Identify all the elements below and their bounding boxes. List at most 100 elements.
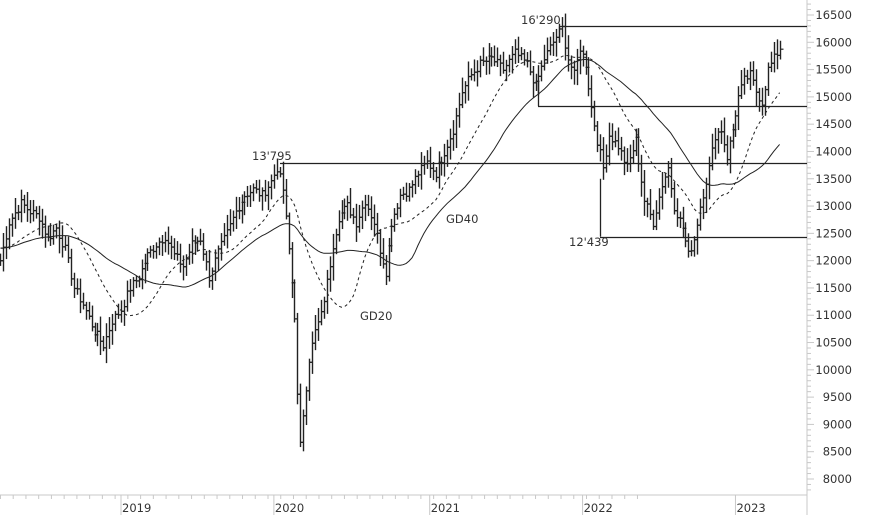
ohlc-bar <box>27 200 34 224</box>
ohlc-bar <box>441 143 448 177</box>
ohlc-bar <box>662 172 669 194</box>
ohlc-bars <box>0 13 784 452</box>
ohlc-bar <box>33 206 40 219</box>
ohlc-bar <box>400 186 407 200</box>
ohlc-bar <box>665 160 672 188</box>
ohlc-bar <box>774 39 781 70</box>
ohlc-bar <box>588 75 595 118</box>
ohlc-bar <box>421 155 428 175</box>
ohlc-bar <box>0 232 7 272</box>
ohlc-bar <box>250 183 257 202</box>
x-tick-label: 2023 <box>736 501 765 515</box>
ohlc-bar <box>671 181 678 215</box>
ohlc-bar <box>377 229 384 267</box>
ohlc-bar <box>641 170 648 216</box>
y-tick-label: 8500 <box>823 445 852 459</box>
ohlc-bar <box>427 146 434 178</box>
ohlc-bar <box>106 317 113 349</box>
y-tick-label: 15500 <box>815 63 852 77</box>
ohlc-bar <box>256 179 263 202</box>
ohlc-bar <box>271 164 278 189</box>
ohlc-bar <box>68 248 75 286</box>
ohlc-bar <box>312 314 319 351</box>
axes: 16500 16000 15500 15000 14500 14000 13500 13000… <box>0 0 852 515</box>
y-tick-label: 9500 <box>823 390 852 404</box>
ohlc-bar <box>212 249 219 281</box>
ohlc-bar <box>618 136 625 161</box>
ohlc-bar <box>309 331 316 374</box>
ohlc-bar <box>653 200 660 231</box>
label-gd20: GD20 <box>360 309 392 323</box>
ohlc-bar <box>450 120 457 151</box>
ohlc-bar <box>506 54 513 73</box>
ohlc-bar <box>268 174 275 200</box>
ohlc-bar <box>153 242 160 259</box>
ohlc-bar <box>277 166 284 178</box>
ohlc-bar <box>474 60 481 87</box>
ohlc-bar <box>574 48 581 86</box>
y-tick-label: 16500 <box>815 8 852 22</box>
ohlc-bar <box>597 134 604 162</box>
ohlc-bar <box>262 179 269 202</box>
ohlc-bar <box>724 135 731 166</box>
ohlc-bar <box>550 32 557 56</box>
ohlc-bar <box>303 386 310 426</box>
ohlc-bar <box>638 154 645 197</box>
ohlc-bar <box>433 166 440 183</box>
ohlc-bar <box>109 313 116 345</box>
ohlc-bar <box>694 218 701 255</box>
ohlc-bar <box>621 146 628 176</box>
y-tick-label: 14000 <box>815 144 852 158</box>
ohlc-bar <box>6 218 13 250</box>
ohlc-bar <box>306 358 313 401</box>
ohlc-bar <box>253 180 260 194</box>
ohlc-bar <box>286 212 293 255</box>
ohlc-bar <box>236 197 243 220</box>
ohlc-bar <box>747 61 754 91</box>
ohlc-bar <box>547 36 554 56</box>
ohlc-bar <box>703 177 710 214</box>
ohlc-bar <box>189 228 196 264</box>
ohlc-bar <box>483 56 490 75</box>
ohlc-bar <box>221 223 228 246</box>
gd40-line <box>0 58 780 288</box>
ohlc-bar <box>480 47 487 67</box>
ohlc-bar <box>541 44 548 71</box>
ohlc-bar <box>477 55 484 78</box>
ohlc-bar <box>230 210 237 232</box>
ohlc-bar <box>465 61 472 101</box>
y-tick-label: 12500 <box>815 226 852 240</box>
ohlc-bar <box>162 231 169 253</box>
ohlc-bar <box>644 197 651 218</box>
ohlc-bar <box>177 243 184 273</box>
ohlc-bar <box>721 117 728 153</box>
ohlc-bar <box>397 188 404 218</box>
ohlc-bar <box>336 210 343 242</box>
ohlc-bar <box>727 136 734 174</box>
ohlc-bar <box>753 69 760 107</box>
ohlc-bar <box>697 198 704 231</box>
ohlc-bar <box>80 292 87 310</box>
ohlc-bar <box>677 211 684 229</box>
ohlc-bar <box>171 238 178 261</box>
ohlc-bar <box>503 59 510 82</box>
ohlc-bar <box>462 81 469 104</box>
x-tick-label: 2021 <box>431 501 460 515</box>
ohlc-bar <box>121 299 128 326</box>
ohlc-bar <box>359 200 366 230</box>
ohlc-bar <box>362 194 369 222</box>
ohlc-bar <box>444 139 451 167</box>
ohlc-bar <box>403 182 410 202</box>
ohlc-bar <box>594 121 601 153</box>
ohlc-bar <box>124 280 131 312</box>
ohlc-bar <box>615 127 622 156</box>
ohlc-bar <box>18 189 25 223</box>
y-tick-label: 14500 <box>815 117 852 131</box>
ohlc-bar <box>65 236 72 264</box>
ohlc-bar <box>233 196 240 229</box>
y-tick-label: 8000 <box>823 472 852 486</box>
ohlc-bar <box>744 69 751 84</box>
ohlc-bar <box>571 60 578 85</box>
ohlc-bar <box>771 41 778 73</box>
